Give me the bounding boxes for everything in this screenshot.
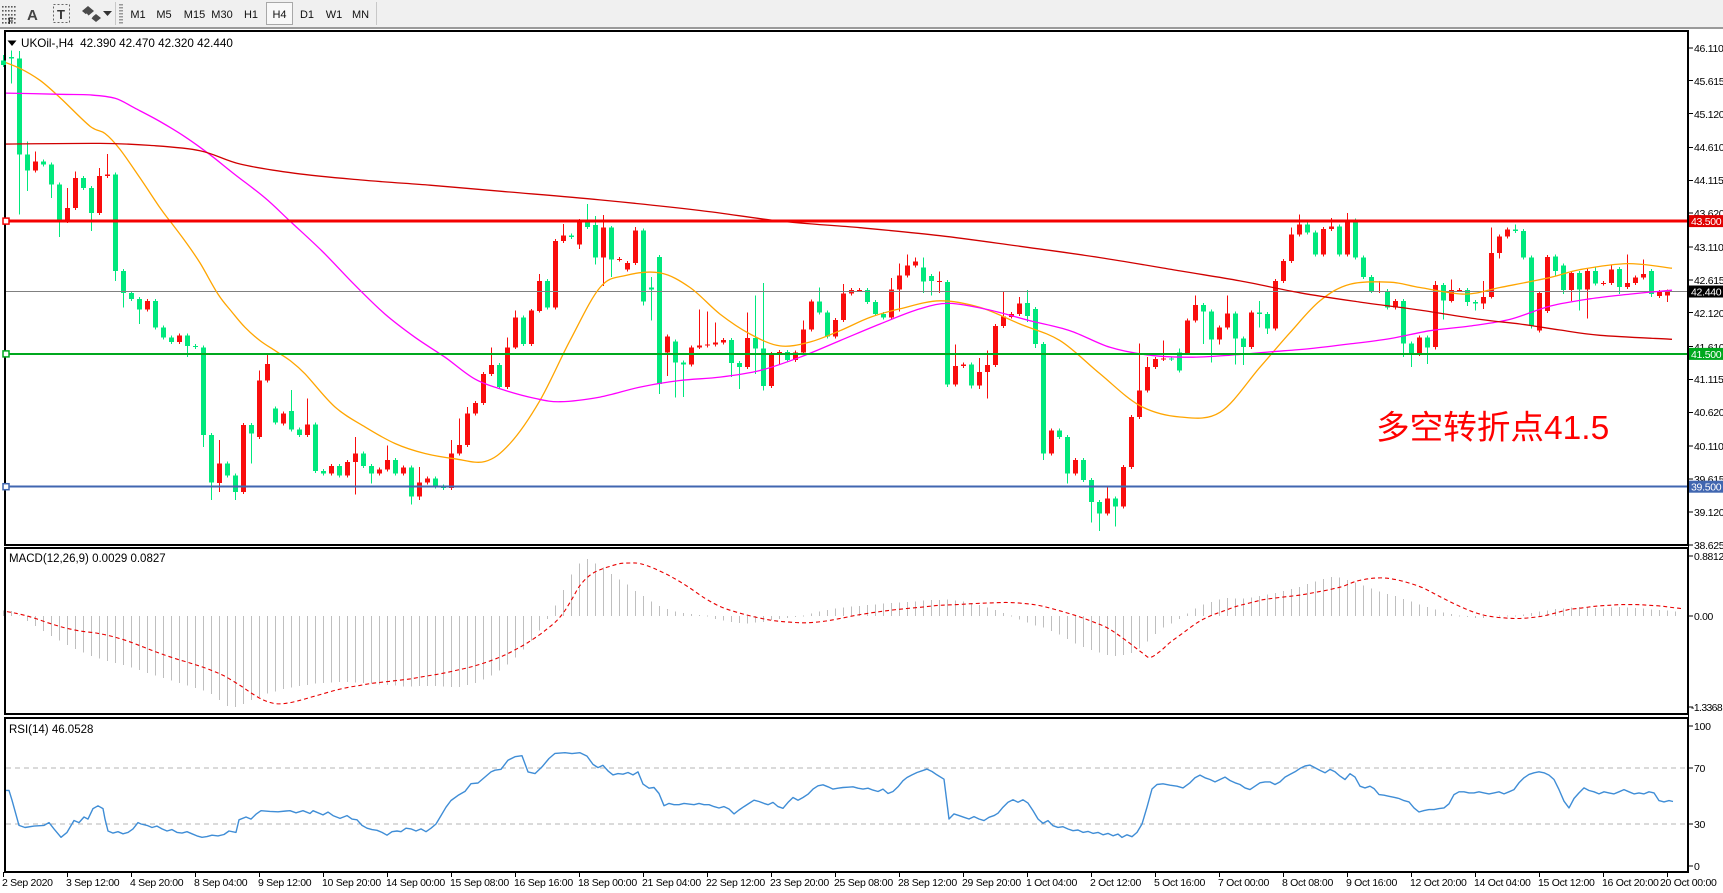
svg-text:W1: W1 bbox=[326, 9, 343, 21]
svg-text:MN: MN bbox=[352, 9, 369, 21]
svg-text:0: 0 bbox=[1694, 861, 1700, 873]
svg-text:22 Sep 12:00: 22 Sep 12:00 bbox=[706, 877, 765, 889]
svg-text:H1: H1 bbox=[244, 9, 258, 21]
svg-text:M30: M30 bbox=[211, 9, 232, 21]
svg-text:21 Sep 04:00: 21 Sep 04:00 bbox=[642, 877, 701, 889]
svg-text:12 Oct 20:00: 12 Oct 20:00 bbox=[1410, 877, 1467, 889]
svg-text:10 Sep 20:00: 10 Sep 20:00 bbox=[322, 877, 381, 889]
svg-text:M1: M1 bbox=[130, 9, 145, 21]
svg-text:15 Sep 08:00: 15 Sep 08:00 bbox=[450, 877, 509, 889]
svg-text:29 Sep 20:00: 29 Sep 20:00 bbox=[962, 877, 1021, 889]
svg-text:44.115: 44.115 bbox=[1694, 175, 1723, 187]
svg-text:T: T bbox=[57, 7, 65, 22]
svg-text:25 Sep 08:00: 25 Sep 08:00 bbox=[834, 877, 893, 889]
svg-text:20 Oct 00:00: 20 Oct 00:00 bbox=[1660, 877, 1717, 889]
svg-text:100: 100 bbox=[1694, 721, 1711, 733]
svg-text:40.110: 40.110 bbox=[1694, 441, 1723, 453]
svg-text:H4: H4 bbox=[272, 9, 286, 21]
svg-text:2 Oct 12:00: 2 Oct 12:00 bbox=[1090, 877, 1141, 889]
svg-text:38.625: 38.625 bbox=[1694, 540, 1723, 552]
svg-text:UKOil-,H4 42.390 42.470 42.32: UKOil-,H4 42.390 42.470 42.320 42.440 bbox=[21, 37, 233, 50]
svg-text:M15: M15 bbox=[184, 9, 205, 21]
svg-text:23 Sep 20:00: 23 Sep 20:00 bbox=[770, 877, 829, 889]
svg-text:F: F bbox=[8, 16, 14, 26]
svg-text:0.8812: 0.8812 bbox=[1694, 552, 1723, 563]
svg-text:43.110: 43.110 bbox=[1694, 242, 1723, 254]
svg-text:46.110: 46.110 bbox=[1694, 43, 1723, 55]
svg-text:5 Oct 16:00: 5 Oct 16:00 bbox=[1154, 877, 1205, 889]
svg-text:14 Sep 00:00: 14 Sep 00:00 bbox=[386, 877, 445, 889]
svg-text:A: A bbox=[27, 7, 38, 24]
svg-text:-1.3368: -1.3368 bbox=[1691, 703, 1723, 714]
svg-text:MACD(12,26,9) 0.0029 0.0827: MACD(12,26,9) 0.0029 0.0827 bbox=[9, 553, 166, 565]
svg-text:2 Sep 2020: 2 Sep 2020 bbox=[2, 877, 53, 889]
svg-text:16 Sep 16:00: 16 Sep 16:00 bbox=[514, 877, 573, 889]
svg-text:9 Oct 16:00: 9 Oct 16:00 bbox=[1346, 877, 1397, 889]
svg-text:8 Oct 08:00: 8 Oct 08:00 bbox=[1282, 877, 1333, 889]
svg-text:15 Oct 12:00: 15 Oct 12:00 bbox=[1538, 877, 1595, 889]
svg-text:70: 70 bbox=[1694, 763, 1706, 775]
svg-text:1 Oct 04:00: 1 Oct 04:00 bbox=[1026, 877, 1077, 889]
svg-text:M5: M5 bbox=[156, 9, 171, 21]
svg-text:0.00: 0.00 bbox=[1694, 612, 1714, 623]
svg-text:41.115: 41.115 bbox=[1694, 374, 1723, 386]
svg-text:42.615: 42.615 bbox=[1694, 275, 1723, 287]
svg-text:D1: D1 bbox=[300, 9, 314, 21]
svg-text:8 Sep 04:00: 8 Sep 04:00 bbox=[194, 877, 248, 889]
svg-text:RSI(14) 46.0528: RSI(14) 46.0528 bbox=[9, 724, 93, 736]
svg-text:7 Oct 00:00: 7 Oct 00:00 bbox=[1218, 877, 1269, 889]
svg-text:44.610: 44.610 bbox=[1694, 142, 1723, 154]
svg-text:30: 30 bbox=[1694, 819, 1706, 831]
svg-text:42.440: 42.440 bbox=[1691, 287, 1722, 299]
svg-text:41.5: 41.5 bbox=[1544, 410, 1609, 447]
svg-text:45.120: 45.120 bbox=[1694, 109, 1723, 121]
svg-text:40.620: 40.620 bbox=[1694, 407, 1723, 419]
svg-text:41.500: 41.500 bbox=[1691, 349, 1722, 361]
svg-text:4 Sep 20:00: 4 Sep 20:00 bbox=[130, 877, 184, 889]
svg-text:9 Sep 12:00: 9 Sep 12:00 bbox=[258, 877, 312, 889]
svg-text:45.615: 45.615 bbox=[1694, 76, 1723, 88]
svg-text:42.120: 42.120 bbox=[1694, 308, 1723, 320]
svg-text:39.120: 39.120 bbox=[1694, 507, 1723, 519]
svg-text:39.500: 39.500 bbox=[1691, 482, 1722, 494]
svg-text:16 Oct 20:00: 16 Oct 20:00 bbox=[1602, 877, 1659, 889]
svg-text:43.500: 43.500 bbox=[1691, 216, 1722, 228]
svg-text:28 Sep 12:00: 28 Sep 12:00 bbox=[898, 877, 957, 889]
svg-text:14 Oct 04:00: 14 Oct 04:00 bbox=[1474, 877, 1531, 889]
svg-text:3 Sep 12:00: 3 Sep 12:00 bbox=[66, 877, 120, 889]
svg-text:18 Sep 00:00: 18 Sep 00:00 bbox=[578, 877, 637, 889]
